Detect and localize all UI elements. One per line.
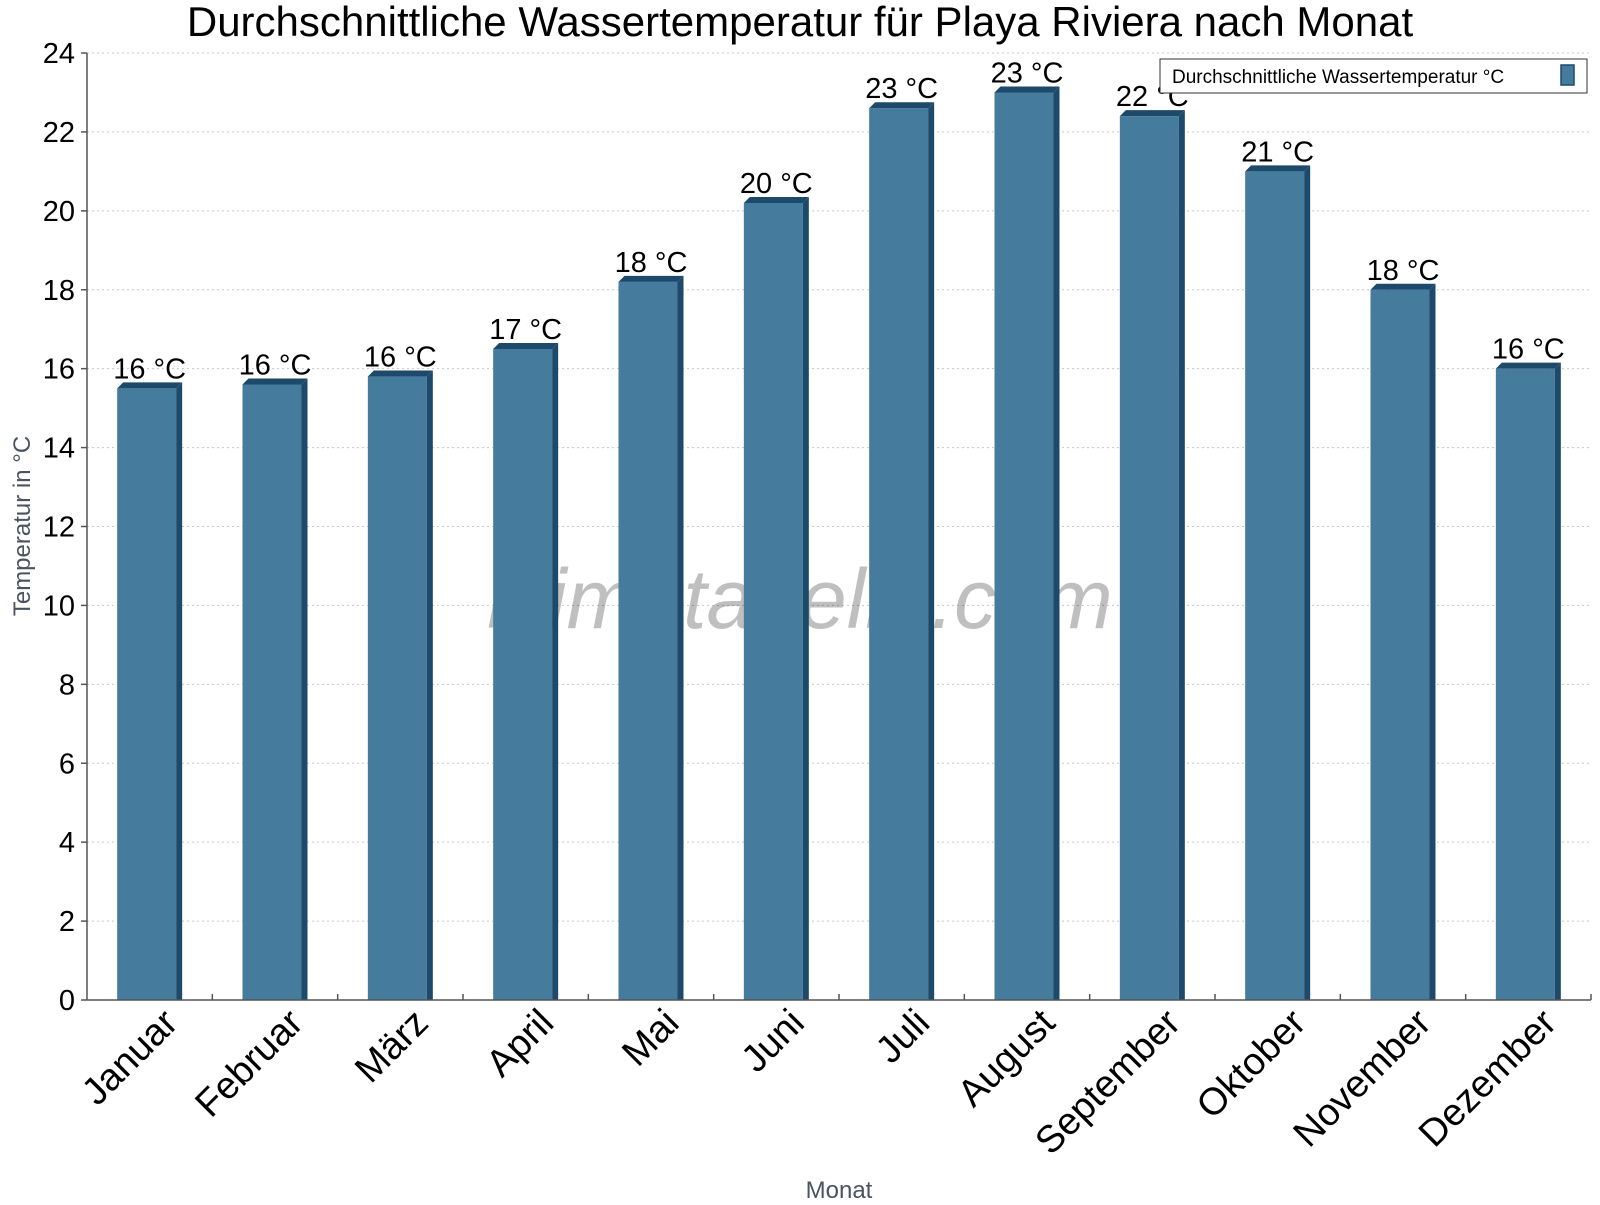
- bar-face: [618, 281, 678, 1000]
- bar-top: [493, 342, 559, 349]
- bar-4: 17 °C: [489, 314, 562, 1000]
- data-label: 23 °C: [991, 57, 1064, 89]
- bar-side: [677, 275, 684, 1000]
- data-label: 16 °C: [113, 353, 186, 385]
- x-tick-label: Juni: [734, 1002, 813, 1081]
- data-label: 18 °C: [1367, 255, 1440, 287]
- y-tick-label: 4: [59, 827, 75, 859]
- bar-side: [1178, 110, 1185, 1001]
- y-tick-label: 14: [43, 433, 75, 465]
- y-tick-label: 18: [43, 275, 75, 307]
- bar-7: 23 °C: [865, 73, 938, 1000]
- chart-title: Durchschnittliche Wassertemperatur für P…: [187, 0, 1414, 45]
- y-axis-label: Temperatur in °C: [9, 436, 36, 616]
- x-tick-label: Januar: [74, 1001, 186, 1113]
- y-tick-label: 16: [43, 354, 75, 386]
- y-tick-label: 8: [59, 669, 75, 701]
- bar-side: [1304, 165, 1311, 1000]
- bar-face: [1495, 368, 1555, 1001]
- y-tick-label: 10: [43, 590, 75, 622]
- bar-6: 20 °C: [740, 168, 813, 1001]
- bar-top: [242, 378, 308, 385]
- y-tick-label: 24: [43, 38, 75, 70]
- bar-side: [1429, 283, 1436, 1000]
- bar-top: [1495, 362, 1561, 369]
- bar-2: 16 °C: [239, 349, 312, 1000]
- bar-side: [802, 196, 809, 1001]
- data-label: 21 °C: [1241, 136, 1314, 168]
- bar-1: 16 °C: [113, 353, 186, 1000]
- legend-entry-label: Durchschnittliche Wassertemperatur °C: [1172, 67, 1504, 88]
- x-tick-label: Dezember: [1411, 1001, 1565, 1155]
- x-tick-label: Mai: [614, 1002, 687, 1075]
- y-tick-label: 12: [43, 512, 75, 544]
- bar-side: [552, 342, 559, 1000]
- bar-side: [1053, 86, 1060, 1001]
- bar-face: [743, 202, 803, 1001]
- bar-top: [743, 196, 809, 203]
- bar-top: [618, 275, 684, 282]
- legend-box: [1159, 58, 1588, 94]
- x-axis-label: Monat: [806, 1177, 873, 1200]
- x-tick-label: April: [479, 1002, 562, 1085]
- bar-face: [1245, 171, 1305, 1000]
- y-tick-label: 2: [59, 906, 75, 938]
- bar-face: [242, 384, 302, 1000]
- bar-top: [869, 102, 935, 109]
- x-tick-label: März: [347, 1002, 436, 1091]
- bar-side: [176, 382, 183, 1000]
- bar-side: [1554, 362, 1561, 1001]
- bar-11: 18 °C: [1367, 255, 1440, 1000]
- bar-face: [117, 388, 177, 1000]
- bar-9: 22 °C: [1116, 81, 1189, 1001]
- bar-top: [1245, 165, 1311, 172]
- data-label: 16 °C: [364, 342, 437, 374]
- bar-face: [493, 348, 553, 1000]
- bars: 16 °C 16 °C 16 °C 17 °C 18 °C 20 °C 23 °C 23 °C…: [113, 57, 1565, 1001]
- bar-5: 18 °C: [615, 247, 688, 1000]
- data-label: 16 °C: [1492, 334, 1565, 366]
- bar-10: 21 °C: [1241, 136, 1314, 1000]
- bar-face: [994, 92, 1054, 1001]
- bar-3: 16 °C: [364, 342, 437, 1000]
- bar-side: [301, 378, 308, 1000]
- bar-8: 23 °C: [991, 57, 1064, 1001]
- bar-top: [1370, 283, 1436, 290]
- bar-top: [1119, 110, 1185, 117]
- bar-side: [426, 370, 433, 1000]
- data-label: 16 °C: [239, 349, 312, 381]
- data-label: 20 °C: [740, 168, 813, 200]
- bar-face: [1370, 289, 1430, 1000]
- y-tick-label: 20: [43, 196, 75, 228]
- legend-swatch: [1560, 64, 1575, 86]
- y-tick-label: 6: [59, 748, 75, 780]
- bar-face: [869, 108, 929, 1000]
- x-axis-ticks: Januar Februar März April Mai Juni Juli AugustS…: [74, 994, 1592, 1163]
- x-tick-label: Juli: [868, 1002, 938, 1072]
- bar-top: [994, 86, 1060, 93]
- bar-top: [367, 370, 433, 377]
- bar-top: [117, 382, 183, 389]
- grid-lines: [87, 52, 1591, 922]
- bar-12: 16 °C: [1492, 334, 1565, 1001]
- bar-side: [928, 102, 935, 1000]
- data-label: 23 °C: [865, 73, 938, 105]
- bar-face: [367, 376, 427, 1000]
- y-tick-label: 22: [43, 117, 75, 149]
- y-tick-label: 0: [59, 985, 75, 1017]
- x-tick-label: Februar: [188, 1001, 312, 1125]
- legend: Durchschnittliche Wassertemperatur °C: [1159, 58, 1588, 94]
- x-tick-label: Oktober: [1189, 1001, 1315, 1127]
- bar-face: [1119, 116, 1179, 1001]
- data-label: 18 °C: [615, 247, 688, 279]
- data-label: 17 °C: [489, 314, 562, 346]
- x-tick-label: August: [950, 1001, 1064, 1115]
